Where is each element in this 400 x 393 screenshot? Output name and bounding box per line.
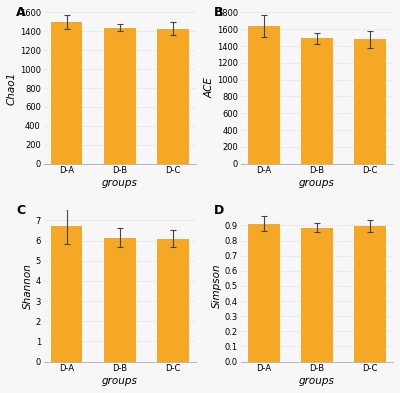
- Bar: [354, 39, 386, 163]
- Y-axis label: ACE: ACE: [204, 77, 214, 99]
- X-axis label: groups: groups: [102, 178, 138, 188]
- X-axis label: groups: groups: [299, 376, 335, 386]
- Text: B: B: [214, 6, 223, 19]
- Text: D: D: [214, 204, 224, 217]
- Bar: [157, 239, 189, 362]
- X-axis label: groups: groups: [299, 178, 335, 188]
- Bar: [248, 26, 280, 163]
- Bar: [157, 29, 189, 163]
- Bar: [104, 28, 136, 163]
- Bar: [104, 237, 136, 362]
- Y-axis label: Chao1: Chao1: [7, 72, 17, 105]
- Bar: [354, 226, 386, 362]
- Y-axis label: Simpson: Simpson: [212, 264, 222, 308]
- Bar: [248, 224, 280, 362]
- Bar: [301, 39, 333, 163]
- Bar: [50, 22, 82, 163]
- X-axis label: groups: groups: [102, 376, 138, 386]
- Bar: [50, 226, 82, 362]
- Text: A: A: [16, 6, 26, 19]
- Bar: [301, 228, 333, 362]
- Y-axis label: Shannon: Shannon: [23, 263, 33, 309]
- Text: C: C: [16, 204, 25, 217]
